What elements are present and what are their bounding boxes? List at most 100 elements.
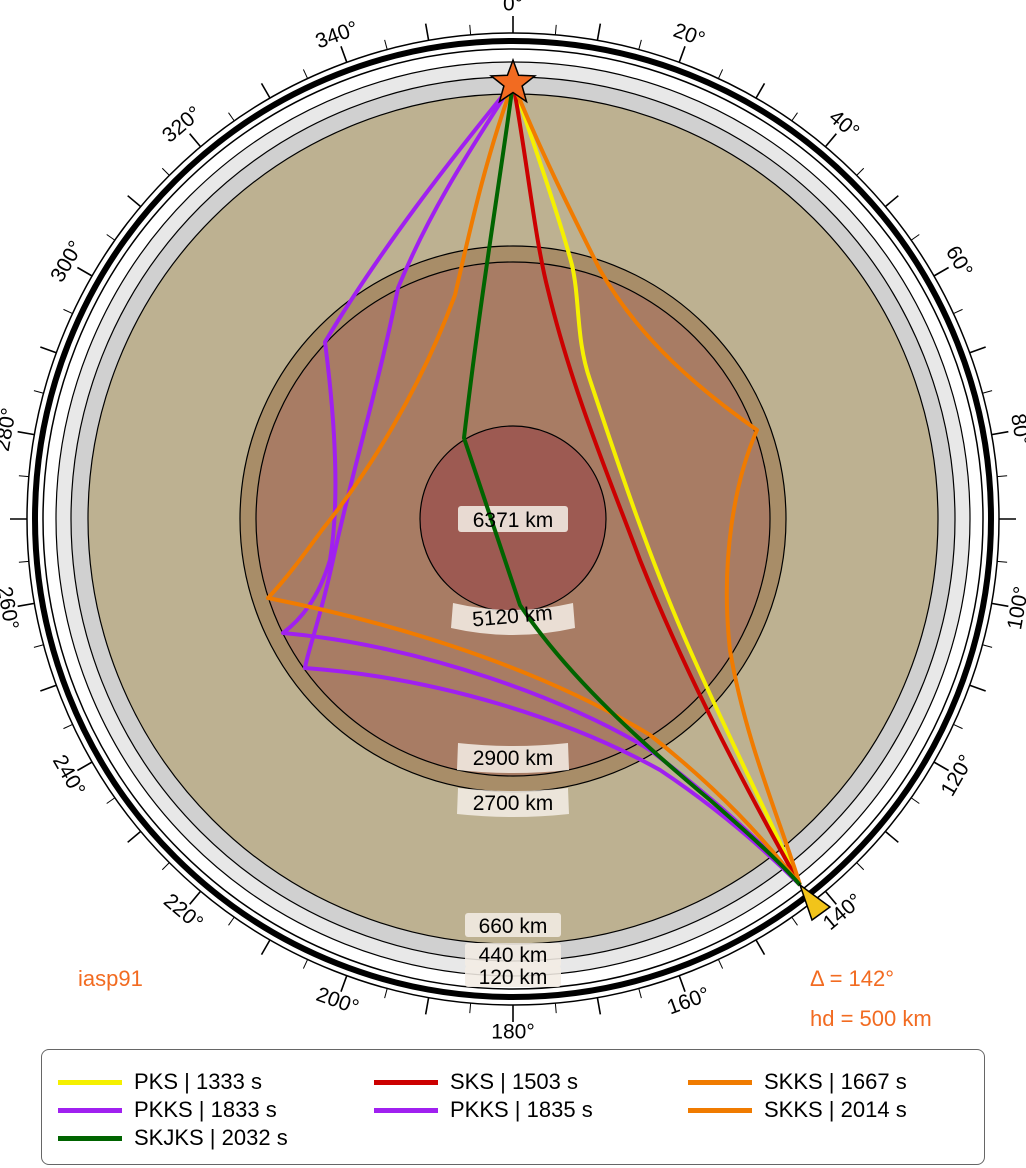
frame-tick xyxy=(40,684,57,692)
frame-tick xyxy=(554,24,557,35)
depth-label-6371: 6371 km xyxy=(473,509,554,532)
frame-tick xyxy=(302,959,309,969)
legend-item-skjks-2032: SKJKS | 2032 s xyxy=(58,1124,288,1152)
frame-tick xyxy=(596,997,602,1015)
legend-line-pkks-1835 xyxy=(374,1107,438,1113)
ray-skks-2014 xyxy=(266,82,802,887)
ray-pks-1333 xyxy=(511,82,802,886)
frame-tick xyxy=(717,959,724,969)
frame-tick xyxy=(63,308,73,315)
frame-tick xyxy=(638,988,642,999)
angle-label-340: 340° xyxy=(313,17,362,53)
frame-tick xyxy=(933,266,950,277)
angle-label-320: 320° xyxy=(158,102,206,148)
ray-path-diagram: 0° 20° 40° 60° 80° 100° 120° 140° 160° 180° 200° 22… xyxy=(0,0,1026,1044)
legend-item-skks-1667: SKKS | 1667 s xyxy=(688,1068,907,1096)
angle-label-40: 40° xyxy=(824,106,863,144)
frame-tick xyxy=(469,24,472,35)
frame-tick xyxy=(755,82,766,99)
frame-tick xyxy=(189,890,202,905)
label-bg-440 xyxy=(465,943,561,967)
frame-tick xyxy=(17,430,35,436)
frame-tick xyxy=(755,939,766,956)
frame-tick xyxy=(161,167,170,176)
legend-line-pkks-1833 xyxy=(58,1107,122,1113)
angle-label-60: 60° xyxy=(941,242,977,281)
frame-tick xyxy=(106,797,116,804)
label-bg-5120 xyxy=(451,603,575,635)
frame-tick xyxy=(884,830,899,843)
frame-tick xyxy=(910,797,920,804)
frame-tick xyxy=(18,475,29,478)
frame-tick xyxy=(340,46,348,63)
legend-line-skks-1667 xyxy=(688,1079,752,1085)
legend-text-pkks-1833: PKKS | 1833 s xyxy=(134,1097,277,1122)
frame-tick xyxy=(228,916,235,926)
distance-label: Δ = 142° xyxy=(810,966,894,991)
angle-label-260: 260° xyxy=(0,585,23,632)
frame-tick xyxy=(76,266,93,277)
frame-tick xyxy=(17,602,35,608)
legend: PKS | 1333 s SKS | 1503 s SKKS | 1667 s … xyxy=(41,1049,985,1165)
frame-tick xyxy=(424,23,430,41)
legend-item-pkks-1833: PKKS | 1833 s xyxy=(58,1096,277,1124)
frame-tick xyxy=(340,975,348,992)
frame-tick xyxy=(997,560,1008,563)
ray-sks-1503 xyxy=(511,82,802,886)
frame-tick xyxy=(33,390,44,394)
legend-item-pkks-1835: PKKS | 1835 s xyxy=(374,1096,593,1124)
ray-paths xyxy=(266,81,802,887)
frame-tick xyxy=(189,133,202,148)
angle-label-120: 120° xyxy=(936,751,978,800)
frame-tick xyxy=(791,916,798,926)
legend-text-skks-2014: SKKS | 2014 s xyxy=(764,1097,907,1122)
ray-skks-1667 xyxy=(511,82,802,886)
frame-tick xyxy=(884,195,899,208)
frame-tick xyxy=(554,1003,557,1014)
frame-tick xyxy=(40,346,57,354)
frame-tick xyxy=(856,167,865,176)
legend-text-pks: PKS | 1333 s xyxy=(134,1069,263,1094)
frame-tick xyxy=(953,308,963,315)
frame-tick xyxy=(678,975,686,992)
angle-label-140: 140° xyxy=(819,889,867,935)
frame-tick xyxy=(127,195,142,208)
frame-tick xyxy=(824,133,837,148)
label-bg-120 xyxy=(465,966,561,987)
frame-tick xyxy=(424,997,430,1015)
depth-label-2700: 2700 km xyxy=(473,792,554,815)
frame-tick xyxy=(997,475,1008,478)
ray-skjks-2032 xyxy=(462,82,802,887)
legend-line-pks xyxy=(58,1079,122,1085)
frame-tick xyxy=(384,39,388,50)
frame-tick xyxy=(991,602,1009,608)
frame-tick xyxy=(856,862,865,871)
source-depth-label: hd = 500 km xyxy=(810,1006,932,1031)
frame-tick xyxy=(127,830,142,843)
frame-tick xyxy=(596,23,602,41)
frame-tick xyxy=(717,69,724,79)
frame-tick xyxy=(791,112,798,122)
frame-tick xyxy=(469,1003,472,1014)
legend-text-skks-1667: SKKS | 1667 s xyxy=(764,1069,907,1094)
label-bg-2900 xyxy=(457,743,569,773)
angle-label-220: 220° xyxy=(159,889,207,935)
frame-tick xyxy=(933,761,950,772)
receiver-triangle-icon xyxy=(798,882,832,922)
frame-tick xyxy=(969,684,986,692)
angle-label-20: 20° xyxy=(670,19,708,51)
legend-line-skks-2014 xyxy=(688,1107,752,1113)
frame-tick xyxy=(18,560,29,563)
frame-tick xyxy=(638,39,642,50)
legend-text-pkks-1835: PKKS | 1835 s xyxy=(450,1097,593,1122)
frame-tick xyxy=(384,988,388,999)
legend-item-pks-1333: PKS | 1333 s xyxy=(58,1068,262,1096)
model-label: iasp91 xyxy=(78,966,143,991)
frame-tick xyxy=(991,430,1009,436)
depth-label-120: 120 km xyxy=(479,966,548,989)
legend-text-sks: SKS | 1503 s xyxy=(450,1069,579,1094)
angle-label-280: 280° xyxy=(0,406,21,453)
frame-tick xyxy=(228,112,235,122)
frame-thick xyxy=(32,38,994,1000)
depth-label-backgrounds xyxy=(451,506,575,987)
